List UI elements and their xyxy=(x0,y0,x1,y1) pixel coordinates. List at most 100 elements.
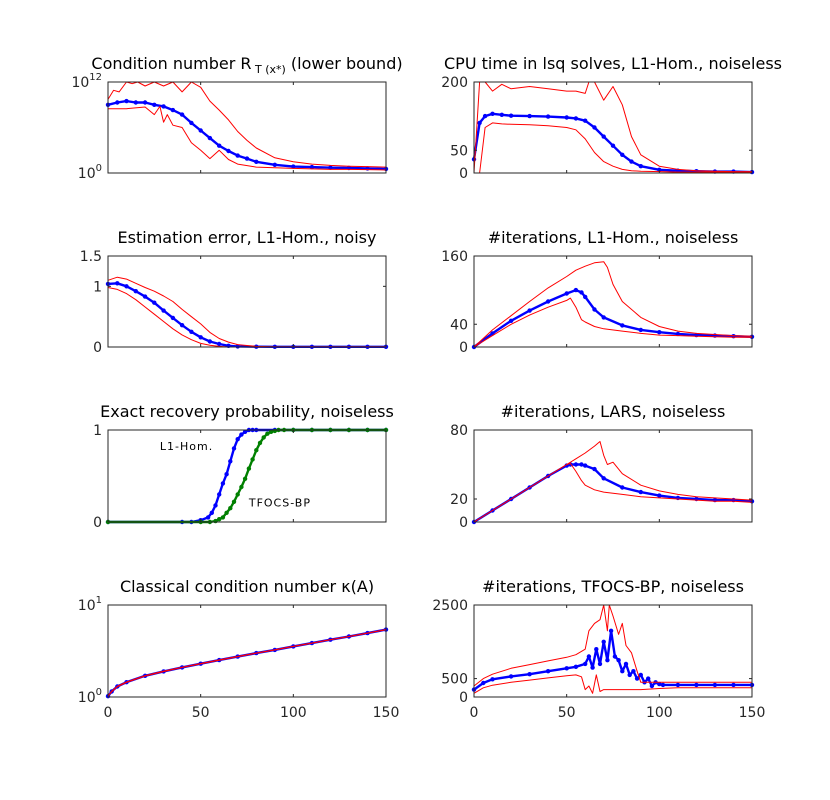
x-tick-label: 150 xyxy=(739,705,766,721)
data-point xyxy=(612,654,618,659)
y-tick-base: 10 xyxy=(78,598,96,614)
x-tick-label: 100 xyxy=(646,705,673,721)
y-tick-label: 1 xyxy=(93,423,102,439)
x-tick-label: 50 xyxy=(558,705,576,721)
data-point xyxy=(620,669,625,674)
subplot-itLARS: #iterations, LARS, noiseless 0 20 80 xyxy=(450,402,755,531)
data-point xyxy=(220,481,226,486)
data-point xyxy=(657,681,662,687)
data-point xyxy=(272,428,277,434)
series-line-upper xyxy=(107,629,387,697)
data-point xyxy=(477,120,482,126)
data-point xyxy=(573,116,579,121)
series-line-lower xyxy=(107,287,386,348)
x-tick-label: 0 xyxy=(104,705,113,721)
data-point xyxy=(508,674,514,679)
data-point xyxy=(620,152,625,157)
subplot-cond: Condition number R T (x*) (lower bound)1… xyxy=(71,54,402,182)
data-point xyxy=(217,517,222,522)
y-tick-base: 10 xyxy=(78,166,96,182)
data-point xyxy=(564,666,569,671)
data-point xyxy=(583,661,588,667)
data-point xyxy=(254,159,259,164)
data-point xyxy=(239,432,244,437)
data-point xyxy=(142,294,148,299)
data-point xyxy=(228,506,233,511)
data-point xyxy=(638,327,643,333)
data-point xyxy=(257,440,263,446)
data-point xyxy=(242,476,248,481)
y-tick-exponent: 1 xyxy=(96,595,102,606)
data-point xyxy=(490,111,495,117)
data-point xyxy=(254,448,259,453)
data-point xyxy=(660,682,666,688)
data-point xyxy=(620,323,625,328)
data-point xyxy=(482,113,488,119)
x-tick-label: 0 xyxy=(470,705,479,721)
chart-title-text: #iterations, TFOCS-BP, noiseless xyxy=(482,577,744,596)
data-point xyxy=(217,492,222,497)
y-tick-label: 0 xyxy=(459,340,468,356)
data-point xyxy=(228,459,233,464)
chart-title: Condition number R T (x*) (lower bound) xyxy=(91,54,402,76)
chart-title-text: #iterations, L1-Hom., noiseless xyxy=(488,228,739,247)
y-tick-label: 1012 xyxy=(71,72,102,91)
series-line-mean xyxy=(473,288,753,348)
data-point xyxy=(657,167,662,172)
series-line-lower xyxy=(473,297,752,348)
axes-frame xyxy=(107,604,387,698)
series-line-upper xyxy=(473,81,752,174)
data-point xyxy=(189,329,194,334)
axes-frame xyxy=(107,255,387,348)
data-point xyxy=(694,682,699,688)
data-point xyxy=(605,658,610,663)
data-point xyxy=(265,431,270,436)
y-tick-label: 20 xyxy=(450,492,468,508)
data-point xyxy=(601,134,606,139)
y-tick-exponent: 12 xyxy=(89,72,102,83)
axes-frame xyxy=(473,429,753,523)
data-point xyxy=(573,287,579,293)
data-point xyxy=(179,323,185,328)
series-line-upper xyxy=(107,276,386,348)
data-point xyxy=(239,484,244,490)
subplot-esterr: Estimation error, L1-Hom., noisy 0 1 1.5 xyxy=(80,228,389,356)
chart-title: CPU time in lsq solves, L1-Hom., noisele… xyxy=(444,54,782,73)
data-point xyxy=(231,499,237,504)
chart-title: #iterations, LARS, noiseless xyxy=(501,402,726,421)
chart-title: #iterations, TFOCS-BP, noiseless xyxy=(482,577,744,596)
data-point xyxy=(594,647,599,652)
subplot-kappa: Classical condition number κ(A)0 50 100 150… xyxy=(78,577,400,721)
series-line-upper xyxy=(473,261,753,348)
data-point xyxy=(627,672,632,678)
data-point xyxy=(328,165,333,170)
data-point xyxy=(246,466,252,471)
y-tick-label: 0 xyxy=(459,166,468,182)
data-point xyxy=(152,300,157,305)
chart-title-tail: (lower bound) xyxy=(286,54,403,73)
data-point xyxy=(189,120,194,126)
data-point xyxy=(205,515,211,520)
data-point xyxy=(133,100,138,105)
subplot-cpu: CPU time in lsq solves, L1-Hom., noisele… xyxy=(441,54,782,182)
data-point xyxy=(115,281,120,286)
data-point xyxy=(649,683,655,689)
data-point xyxy=(638,672,643,678)
data-point xyxy=(545,114,551,119)
data-point xyxy=(564,115,569,120)
data-point xyxy=(268,429,274,434)
data-point xyxy=(616,658,621,663)
data-point xyxy=(244,156,250,161)
data-point xyxy=(124,284,129,289)
data-point xyxy=(499,112,504,118)
data-point xyxy=(242,429,248,434)
data-point xyxy=(170,315,176,321)
y-tick-label: 1 xyxy=(93,279,102,295)
data-point xyxy=(207,339,213,344)
chart-title-text: Estimation error, L1-Hom., noisy xyxy=(118,228,377,247)
axes-frame xyxy=(107,429,387,523)
data-point xyxy=(601,476,606,481)
data-point xyxy=(226,148,231,154)
data-point xyxy=(620,485,625,490)
data-point xyxy=(597,661,603,667)
